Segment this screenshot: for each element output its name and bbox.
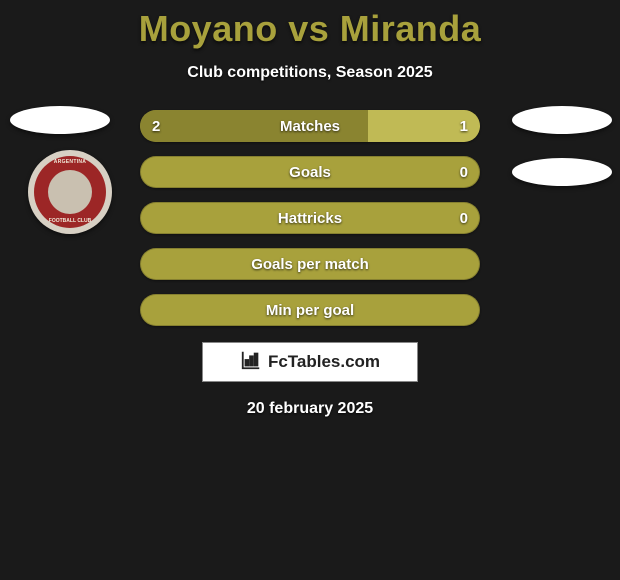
stat-value-right: 1 [460,118,468,135]
content-area: ARGENTINA FOOTBALL CLUB 2Matches1Goals0H… [0,110,620,418]
stat-value-right: 0 [460,210,468,227]
stat-bar: Min per goal [140,294,480,326]
stat-label: Hattricks [140,210,480,227]
stat-label: Min per goal [140,302,480,319]
stat-value-left: 2 [152,118,160,135]
stats-bars: 2Matches1Goals0Hattricks0Goals per match… [140,110,480,326]
fctables-logo[interactable]: FcTables.com [202,342,418,382]
logo-text: FcTables.com [268,352,380,372]
chart-icon [240,349,262,376]
stat-label: Goals per match [140,256,480,273]
stat-bar: Goals0 [140,156,480,188]
stat-bar: 2Matches1 [140,110,480,142]
page-title: Moyano vs Miranda [0,0,620,50]
stat-value-right: 0 [460,164,468,181]
club-left-badge: ARGENTINA FOOTBALL CLUB [28,150,112,234]
stat-label: Goals [140,164,480,181]
stat-bar: Goals per match [140,248,480,280]
subtitle: Club competitions, Season 2025 [0,64,620,82]
player-left-placeholder [10,106,110,134]
date-label: 20 february 2025 [0,400,620,418]
badge-bottom-text: FOOTBALL CLUB [34,218,106,224]
player-right-placeholder [512,106,612,134]
stat-bar: Hattricks0 [140,202,480,234]
club-right-placeholder [512,158,612,186]
badge-top-text: ARGENTINA [34,159,106,165]
